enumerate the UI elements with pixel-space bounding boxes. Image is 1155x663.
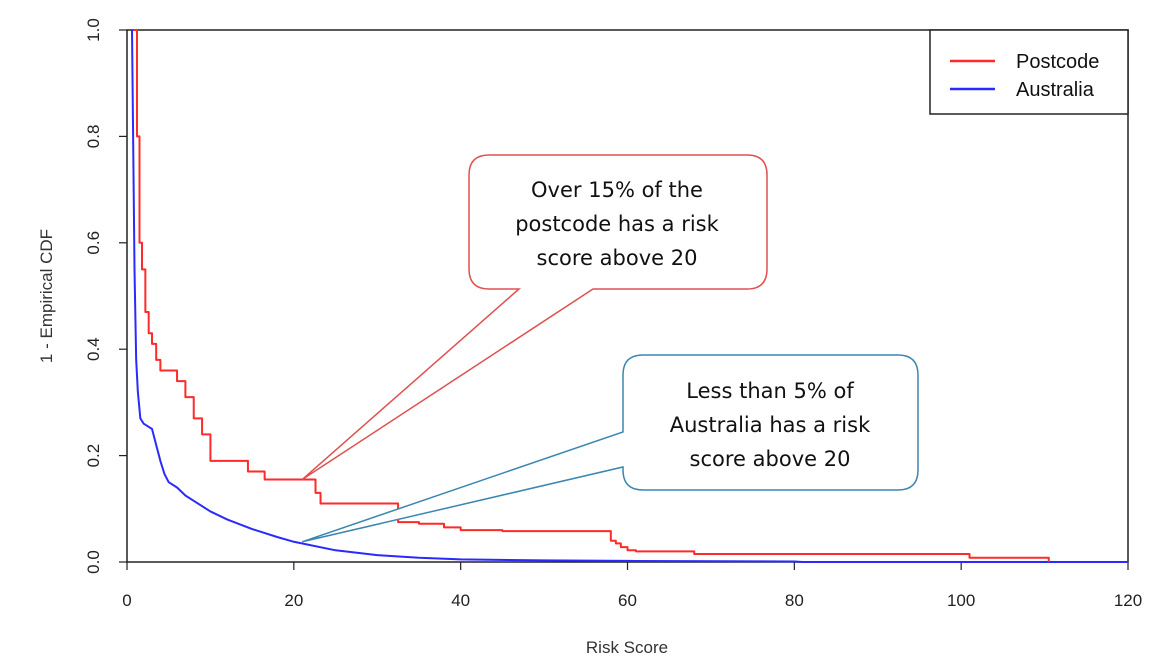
x-tick-label: 0 (122, 591, 131, 610)
x-axis-title: Risk Score (586, 638, 668, 657)
series-line-postcode (133, 29, 1050, 562)
y-tick-label: 1.0 (84, 18, 103, 42)
legend-label-postcode: Postcode (1016, 51, 1099, 73)
callout-postcode-line-3: score above 20 (537, 246, 698, 270)
y-tick-label: 0.4 (84, 337, 103, 361)
y-axis-title: 1 - Empirical CDF (37, 229, 56, 363)
x-tick-label: 20 (284, 591, 303, 610)
callout-postcode-line-1: Over 15% of the (531, 178, 703, 202)
legend: Postcode Australia (929, 29, 1129, 115)
x-tick-label: 80 (785, 591, 804, 610)
y-tick-label: 0.0 (84, 550, 103, 574)
callout-australia-line-3: score above 20 (690, 447, 851, 471)
series-layer (131, 29, 1128, 563)
y-tick-label: 0.8 (84, 125, 103, 149)
x-tick-label: 120 (1114, 591, 1142, 610)
series-line-australia (131, 29, 1128, 563)
y-tick-label: 0.2 (84, 444, 103, 468)
callout-postcode-line-2: postcode has a risk (515, 212, 719, 236)
callout-postcode-bubble (301, 154, 768, 481)
callout-australia-bubble (301, 354, 919, 543)
legend-label-australia: Australia (1016, 79, 1095, 101)
x-tick-label: 60 (618, 591, 637, 610)
x-axis: 0 20 40 60 80 100 120 (122, 562, 1142, 610)
x-tick-label: 40 (451, 591, 470, 610)
callout-australia-line-2: Australia has a risk (670, 413, 871, 437)
y-tick-label: 0.6 (84, 231, 103, 255)
x-tick-label: 100 (947, 591, 975, 610)
callout-postcode: Over 15% of the postcode has a risk scor… (301, 154, 768, 481)
callout-australia-line-1: Less than 5% of (686, 379, 854, 403)
legend-box (929, 29, 1129, 115)
callout-australia: Less than 5% of Australia has a risk sco… (301, 354, 919, 543)
y-axis: 0.0 0.2 0.4 0.6 0.8 1.0 (84, 18, 127, 574)
